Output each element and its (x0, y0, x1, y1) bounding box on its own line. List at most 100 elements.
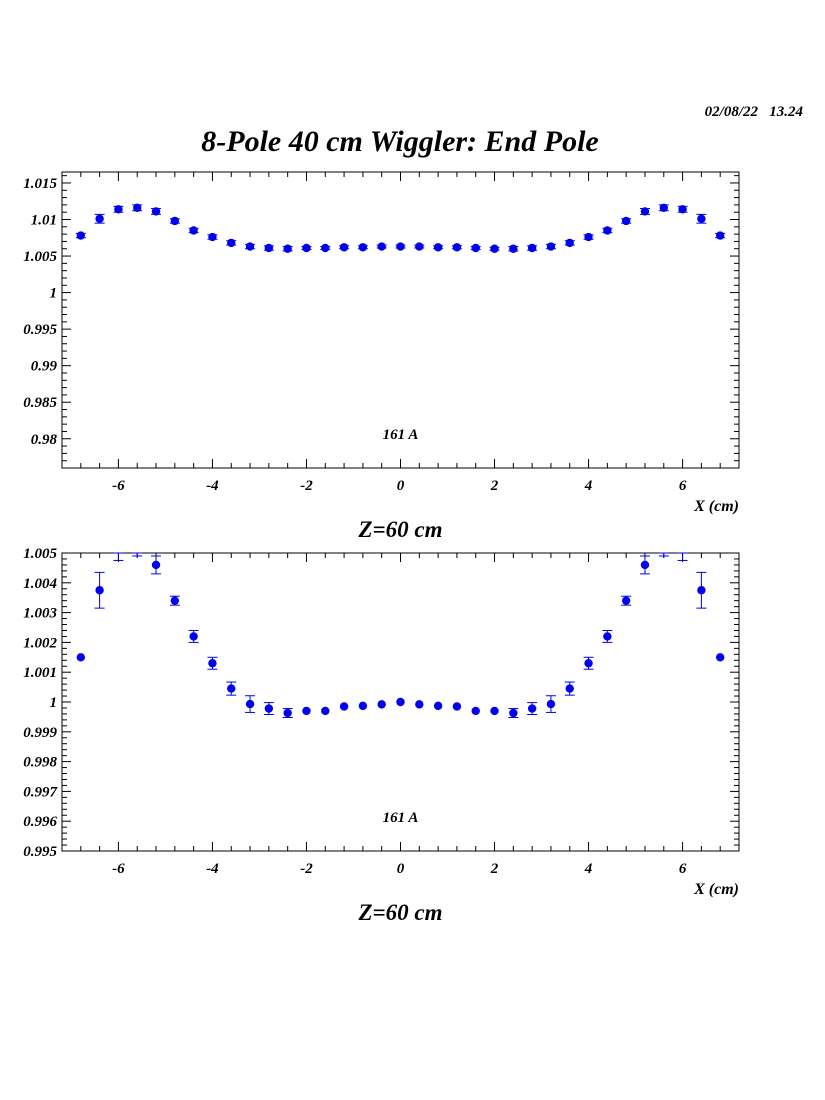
data-point (207, 656, 218, 670)
upper-plot-frame (61, 171, 740, 469)
data-point (583, 232, 594, 242)
data-point (301, 243, 312, 253)
data-point (75, 231, 86, 240)
data-point (395, 242, 406, 251)
data-point (151, 555, 162, 575)
x-tick-label: 6 (679, 861, 687, 877)
data-point (188, 226, 199, 235)
data-point (508, 708, 519, 718)
lower-data-points (76, 552, 725, 718)
y-tick-label: 0.995 (23, 322, 57, 338)
y-tick-label: 0.999 (23, 725, 57, 741)
data-point (226, 681, 237, 696)
y-tick-label: 1.004 (23, 576, 57, 592)
y-tick-label: 1.003 (23, 606, 57, 622)
lower-plot-title: Z=60 cm (357, 900, 442, 925)
data-point (358, 701, 368, 711)
data-point (715, 231, 726, 240)
y-tick-label: 0.998 (23, 755, 57, 771)
data-point (639, 555, 650, 575)
data-point (320, 243, 331, 253)
data-point (696, 571, 707, 609)
y-tick-label: 0.99 (31, 359, 58, 375)
data-point (564, 681, 575, 696)
x-tick-label: 2 (490, 861, 499, 877)
x-tick-label: 4 (584, 861, 593, 877)
y-tick-label: 1 (50, 695, 58, 711)
x-tick-label: -2 (300, 478, 313, 494)
y-tick-label: 0.985 (23, 395, 57, 411)
upper-plot: 0.98 0.985 0.99 0.995 1 1.005 1.01 1.015 -6 -4 -2… (23, 171, 740, 542)
data-point (415, 700, 424, 709)
y-tick-label: 1.01 (31, 213, 57, 229)
data-point (545, 695, 556, 713)
upper-x-axis-title: X (cm) (693, 498, 739, 515)
data-point (564, 238, 575, 248)
y-tick-label: 1 (50, 286, 58, 302)
data-point (245, 695, 256, 713)
x-tick-label: 6 (679, 478, 687, 494)
data-point (696, 213, 707, 224)
data-point (94, 571, 105, 609)
lower-x-axis-title: X (cm) (693, 881, 739, 898)
lower-y-ticks: 0.995 0.996 0.997 0.998 0.999 1 1.001 1.002 1.00… (23, 546, 739, 860)
y-tick-label: 1.005 (23, 249, 57, 265)
upper-plot-title: Z=60 cm (357, 517, 442, 542)
data-point (490, 706, 499, 716)
data-point (508, 244, 519, 253)
data-point (132, 552, 143, 557)
data-point (639, 207, 650, 216)
data-point (527, 702, 538, 716)
x-tick-label: -2 (300, 861, 313, 877)
data-point (263, 243, 274, 253)
upper-data-points (75, 203, 726, 253)
data-point (94, 213, 105, 224)
data-point (132, 203, 143, 213)
data-point (452, 702, 462, 711)
data-point (302, 706, 311, 716)
data-point (677, 205, 688, 214)
x-tick-label: -4 (206, 478, 219, 494)
y-tick-label: 1.015 (23, 176, 57, 192)
y-tick-label: 1.005 (23, 546, 57, 562)
data-point (396, 697, 405, 707)
data-point (433, 243, 444, 252)
x-tick-label: 0 (397, 861, 405, 877)
y-tick-label: 1.002 (23, 635, 57, 651)
data-point (602, 226, 613, 235)
y-tick-label: 0.996 (23, 814, 57, 830)
data-point (677, 552, 688, 561)
data-point (113, 205, 124, 214)
data-point (583, 656, 594, 670)
date-time-stamp: 02/08/22 13.24 (704, 104, 803, 120)
x-tick-label: 0 (397, 478, 405, 494)
lower-x-ticks: -6 -4 -2 0 2 4 6 (61, 553, 740, 877)
y-tick-label: 0.997 (23, 784, 57, 800)
data-point (188, 629, 199, 643)
data-point (489, 244, 500, 253)
data-point (451, 243, 462, 252)
data-point (169, 216, 180, 226)
data-point (245, 242, 256, 251)
y-tick-label: 0.98 (31, 432, 58, 448)
lower-annotation: 161 A (383, 810, 419, 826)
data-point (715, 653, 725, 662)
data-point (658, 203, 669, 213)
data-point (471, 706, 480, 716)
data-point (376, 242, 387, 251)
data-point (357, 243, 368, 252)
y-tick-label: 0.995 (23, 844, 57, 860)
data-point (377, 700, 386, 709)
page-title: 8-Pole 40 cm Wiggler: End Pole (201, 125, 599, 158)
data-point (621, 595, 632, 606)
x-tick-label: -4 (206, 861, 219, 877)
data-point (527, 243, 538, 253)
data-point (545, 242, 556, 251)
lower-plot: 0.995 0.996 0.997 0.998 0.999 1 1.001 1.002 1.00… (23, 546, 740, 925)
data-point (414, 242, 425, 251)
data-point (226, 238, 237, 248)
x-tick-label: -6 (112, 861, 125, 877)
upper-y-ticks: 0.98 0.985 0.99 0.995 1 1.005 1.01 1.015 (23, 175, 739, 469)
y-tick-label: 1.001 (23, 665, 57, 681)
